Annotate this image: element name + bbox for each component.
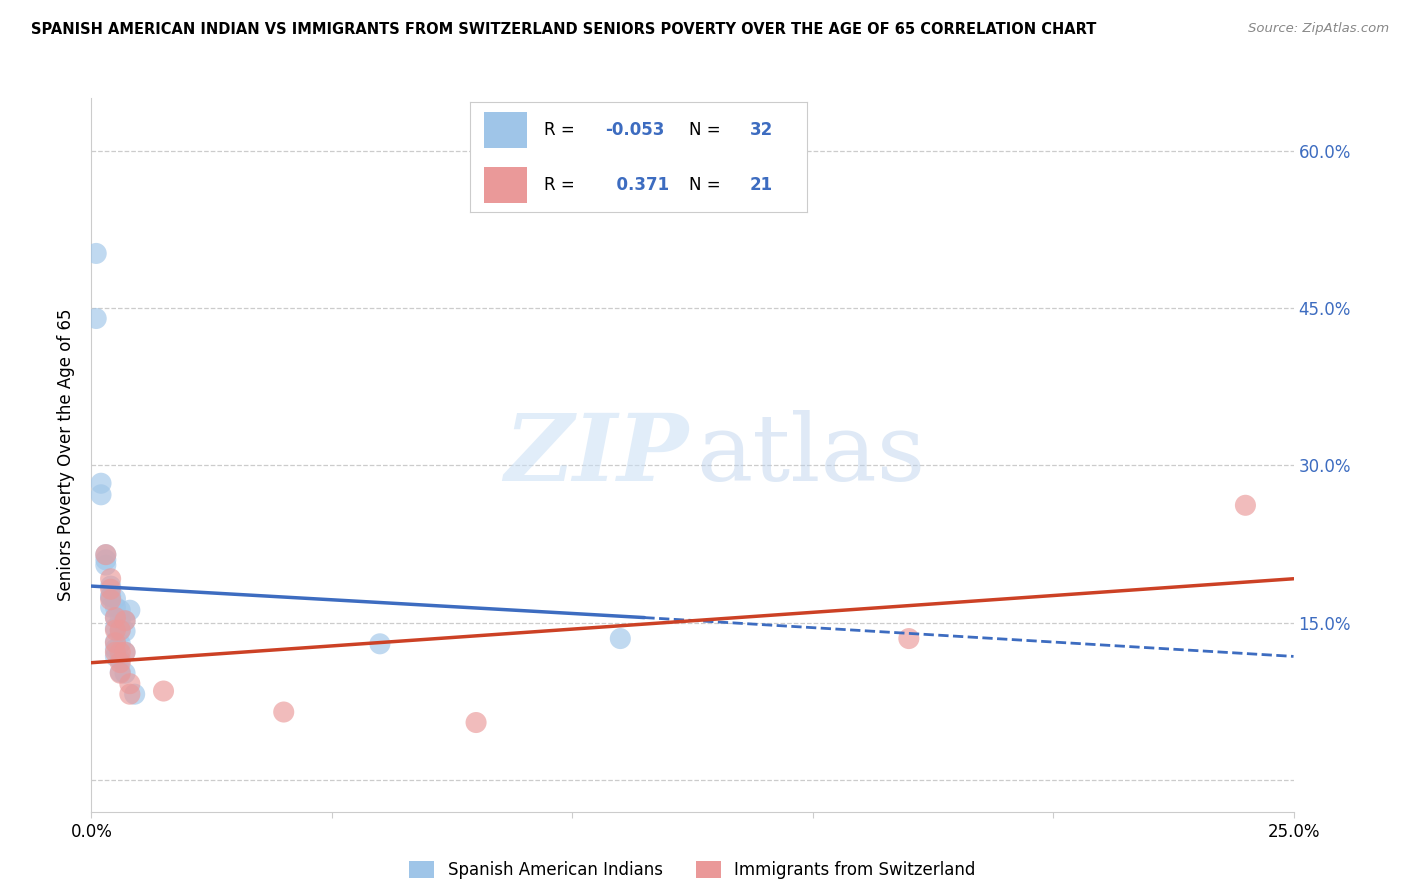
Point [1234, 498, 1257, 512]
Text: atlas: atlas [696, 410, 925, 500]
Point [114, 645, 136, 659]
Point [110, 666, 132, 681]
Point [368, 637, 391, 651]
Point [110, 645, 132, 659]
Point [94, 548, 117, 562]
Point [100, 582, 122, 597]
Point [118, 603, 141, 617]
Point [94, 553, 117, 567]
Point [110, 637, 132, 651]
Point [100, 590, 122, 604]
Point [110, 613, 132, 627]
Point [110, 665, 132, 680]
Point [104, 636, 127, 650]
Point [104, 610, 127, 624]
Point [104, 642, 127, 657]
Point [104, 649, 127, 664]
Point [94, 548, 117, 562]
Point [104, 623, 127, 637]
Point [84, 311, 107, 326]
Point [110, 623, 132, 637]
Point [273, 705, 295, 719]
Text: ZIP: ZIP [505, 410, 689, 500]
Point [100, 592, 122, 607]
Point [104, 634, 127, 648]
Point [104, 600, 127, 615]
Point [104, 621, 127, 635]
Point [100, 590, 122, 604]
Point [114, 624, 136, 639]
Point [90, 488, 112, 502]
Point [609, 632, 631, 646]
Point [90, 476, 112, 491]
Text: SPANISH AMERICAN INDIAN VS IMMIGRANTS FROM SWITZERLAND SENIORS POVERTY OVER THE : SPANISH AMERICAN INDIAN VS IMMIGRANTS FR… [31, 22, 1097, 37]
Point [100, 600, 122, 615]
Text: Source: ZipAtlas.com: Source: ZipAtlas.com [1249, 22, 1389, 36]
Point [897, 632, 920, 646]
Point [104, 645, 127, 659]
Point [104, 591, 127, 606]
Point [152, 684, 174, 698]
Point [114, 614, 136, 628]
Legend: Spanish American Indians, Immigrants from Switzerland: Spanish American Indians, Immigrants fro… [402, 854, 983, 886]
Point [100, 579, 122, 593]
Point [465, 715, 488, 730]
Point [104, 610, 127, 624]
Y-axis label: Seniors Poverty Over the Age of 65: Seniors Poverty Over the Age of 65 [58, 309, 76, 601]
Point [110, 656, 132, 670]
Point [110, 623, 132, 637]
Point [114, 645, 136, 659]
Point [94, 558, 117, 573]
Point [84, 246, 107, 260]
Point [110, 603, 132, 617]
Point [118, 687, 141, 701]
Point [110, 652, 132, 666]
Point [118, 676, 141, 690]
Point [124, 687, 146, 701]
Point [114, 614, 136, 628]
Point [100, 572, 122, 586]
Point [114, 666, 136, 681]
